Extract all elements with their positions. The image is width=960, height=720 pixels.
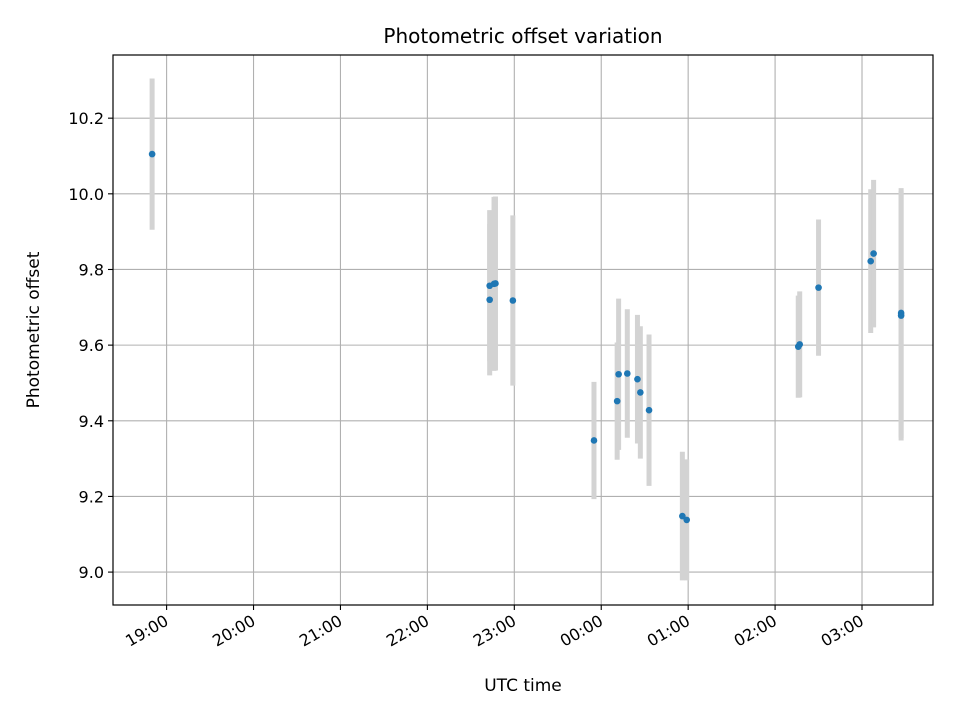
x-axis-title: UTC time <box>484 676 562 696</box>
y-axis: 9.0 9.2 9.4 9.6 9.8 10.0 10.2 <box>68 109 113 582</box>
data-point <box>867 257 875 265</box>
data-point <box>148 150 156 158</box>
data-point <box>492 280 499 287</box>
data-point <box>590 437 598 444</box>
data-point <box>509 297 517 304</box>
data-point <box>897 312 905 319</box>
y-tick-label: 9.8 <box>79 260 104 279</box>
data-point <box>486 296 493 304</box>
data-point <box>613 397 621 405</box>
data-point <box>679 512 686 520</box>
data-point <box>637 389 644 396</box>
y-axis-title: Photometric offset <box>24 251 44 408</box>
data-point <box>683 516 691 524</box>
y-tick-label: 10.0 <box>68 185 104 204</box>
chart-title: Photometric offset variation <box>383 24 662 48</box>
y-tick-label: 9.0 <box>79 563 104 582</box>
y-tick-label: 9.2 <box>79 487 104 506</box>
data-points <box>148 150 905 524</box>
data-point <box>645 406 653 414</box>
plot-frame <box>112 54 934 606</box>
data-point <box>634 375 641 383</box>
y-tick-label: 9.6 <box>79 336 104 355</box>
data-point <box>615 370 622 378</box>
y-tick-label: 10.2 <box>68 109 104 128</box>
data-point <box>870 250 877 257</box>
data-point <box>815 284 822 291</box>
data-point <box>796 341 804 348</box>
y-tick-label: 9.4 <box>79 412 104 431</box>
data-point <box>624 370 631 377</box>
